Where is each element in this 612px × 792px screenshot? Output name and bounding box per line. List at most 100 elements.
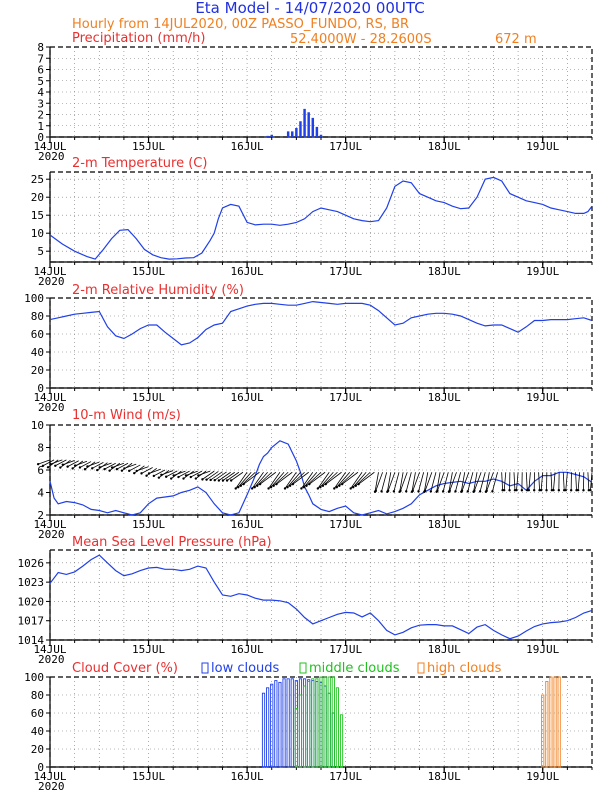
wind-vector-head [354,484,357,487]
wind-vector-head [83,468,87,471]
x-tick-label: 16JUL [231,140,264,153]
precip-bar [295,128,298,137]
wind-vector-head [123,467,126,470]
x-tick-label: 15JUL [132,770,165,783]
cloud-bar-low-clouds [270,683,274,768]
wind-vector-head [250,487,254,490]
wind-vector [87,461,100,467]
y-tick-label: 8 [37,442,44,455]
wind-vector [173,470,186,476]
wind-vector-head [321,484,325,487]
wind-vector [185,470,198,476]
wind-vector-head [374,489,378,493]
wind-vector-head [429,490,433,493]
wind-vector [492,472,498,492]
y-tick-label: 2 [37,509,44,522]
wind-vector-head [399,489,402,493]
wind-vector-head [145,474,148,477]
wind-vector-head [120,469,124,472]
cloud-bar-middle-clouds [323,676,327,768]
wind-vector [333,472,346,489]
wind-vector [79,461,92,468]
wind-vector-head [333,487,336,490]
y-tick-label: 25 [31,173,44,186]
cloud-bar-high-clouds [545,681,549,768]
wind-vector-head [115,467,119,471]
wind-vector [479,472,486,492]
legend-swatch [417,662,425,674]
wind-vector-head [275,482,278,486]
cloud-bar-high-clouds [557,676,561,768]
precip-bar [307,112,310,137]
wind-vector [540,472,544,491]
wind-vector [153,469,166,477]
y-tick-label: 1014 [18,634,45,647]
panel-title: 2-m Relative Humidity (%) [72,283,244,298]
panel-wind: 2 4 6 8 10 14JUL 15JUL 16JUL 17JUL 18JUL 19JUL 2020… [31,408,593,541]
x-tick-label: 19JUL [526,265,559,278]
x-tick-label: 16JUL [231,643,264,656]
wind-vector-head [157,476,161,479]
legend-label: low clouds [211,661,280,676]
wind-vector [268,472,281,489]
wind-vector-head [253,485,256,489]
wind-vector-head [283,487,287,490]
y-tick-label: 10 [31,227,44,240]
x-tick-label: 18JUL [428,140,461,153]
y-tick-label: 1020 [18,595,45,608]
panel-title: Precipitation (mm/h) [72,31,205,46]
wind-vector-head [49,462,52,466]
wind-vector-head [340,482,344,486]
wind-vector [222,471,236,481]
wind-vector [350,472,363,489]
wind-vector [436,472,441,492]
wind-vector-head [135,469,138,473]
wind-vector-head [564,488,567,492]
x-tick-label: 14JUL [33,140,66,153]
wind-vector-head [405,490,408,493]
wind-vector [400,472,408,491]
x-tick-label: 17JUL [329,518,362,531]
x-tick-label: 19JUL [526,391,559,404]
wind-vector-head [103,467,106,471]
cloud-bar-high-clouds [549,676,553,768]
wind-vector [485,472,490,492]
wind-vector [190,470,203,478]
cloud-bar-low-clouds [286,678,290,768]
cloud-bar-middle-clouds [339,714,344,768]
cloud-bar-middle-clouds [319,676,323,768]
x-year-label: 2020 [38,528,65,541]
wind-vector-head [269,485,273,489]
wind-vector [92,462,104,469]
x-tick-label: 14JUL [33,770,66,783]
panel-title: 10-m Wind (m/s) [72,408,181,423]
wind-speed-line [49,440,593,516]
cloud-bar-middle-clouds [311,678,315,768]
wind-vector [243,471,260,485]
wind-vector-head [229,479,233,482]
wind-vector-head [503,488,506,492]
wind-vector-head [98,466,101,469]
wind-vector [141,467,153,474]
wind-vector [374,472,379,492]
wind-vector [590,472,593,491]
x-tick-label: 14JUL [33,518,66,531]
wind-vector [418,472,425,492]
cloud-bar-middle-clouds [331,676,335,768]
wind-vector [577,472,581,491]
wind-vector-head [36,462,40,466]
wind-vector [565,472,568,491]
wind-vector [411,472,416,492]
x-tick-label: 15JUL [132,518,165,531]
x-tick-label: 15JUL [132,265,165,278]
wind-vector [562,472,565,491]
wind-vector [230,471,244,481]
y-tick-label: 5 [37,75,44,88]
precip-bar [291,131,294,137]
x-tick-label: 15JUL [132,643,165,656]
y-tick-label: 20 [31,364,44,377]
wind-vector [251,472,264,489]
y-tick-label: 1 [37,120,44,133]
wind-vector [161,470,174,476]
wind-vector [292,471,309,485]
